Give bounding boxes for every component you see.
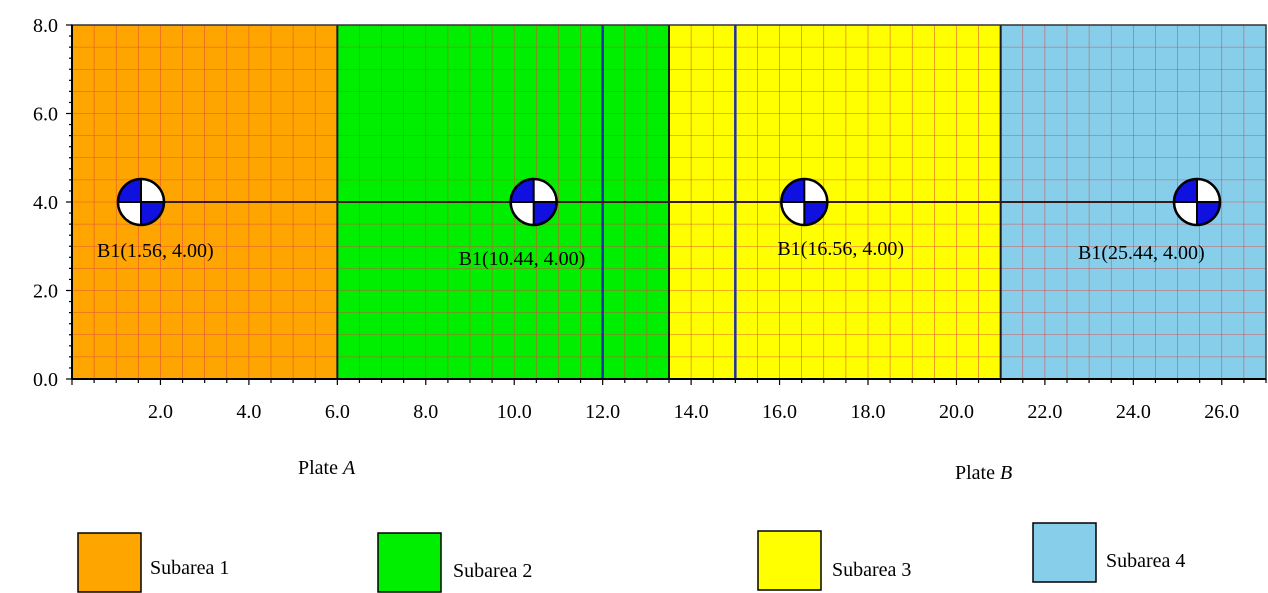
- point-marker: [1172, 177, 1222, 227]
- legend-swatch-subarea-3: [757, 530, 822, 591]
- y-tick-label: 2.0: [33, 281, 58, 303]
- x-tick-label: 14.0: [674, 401, 709, 423]
- legend-swatch-subarea-1: [77, 532, 142, 593]
- x-tick-label: 26.0: [1204, 401, 1239, 423]
- marker-quadrant: [140, 202, 164, 225]
- marker-quadrant: [510, 179, 534, 202]
- point-label: B1(25.44, 4.00): [1078, 242, 1205, 264]
- marker-quadrant: [781, 179, 805, 202]
- axes: 2.0 4.0 6.0 8.0 10.0 12.0 14.0 16.0 18.0 20.0 22.0…: [33, 15, 1267, 423]
- y-tick-label: 6.0: [33, 104, 58, 126]
- legend-swatch-subarea-4: [1032, 522, 1097, 583]
- plate-a-label: Plate A: [298, 457, 356, 479]
- legend-item-subarea-1: Subarea 1: [77, 532, 229, 593]
- marker-quadrant: [533, 202, 557, 225]
- y-tick-label: 8.0: [33, 15, 58, 37]
- x-tick-label: 2.0: [148, 401, 173, 423]
- points: B1(1.56, 4.00) B1(10.44, 4.00) B1(16.56, 4…: [97, 177, 1222, 270]
- x-tick-label: 16.0: [762, 401, 797, 423]
- plate-b-label: Plate B: [955, 462, 1012, 484]
- marker-quadrant: [1174, 179, 1198, 202]
- marker-quadrant: [804, 202, 828, 225]
- x-tick-label: 8.0: [413, 401, 438, 423]
- legend-label-subarea-2: Subarea 2: [453, 560, 532, 582]
- x-tick-label: 22.0: [1027, 401, 1062, 423]
- legend: Subarea 1 Subarea 2 Subarea 3 Subarea 4: [77, 522, 1185, 593]
- y-tick-label: 4.0: [33, 192, 58, 214]
- boundary-lines: [71, 24, 1267, 380]
- marker-quadrant: [117, 179, 141, 202]
- point-label: B1(1.56, 4.00): [97, 240, 214, 262]
- point-marker: [780, 177, 829, 227]
- legend-item-subarea-4: Subarea 4: [1032, 522, 1185, 583]
- legend-item-subarea-3: Subarea 3: [757, 530, 911, 591]
- legend-label-subarea-4: Subarea 4: [1106, 550, 1185, 572]
- point-marker: [509, 177, 558, 227]
- point-label: B1(10.44, 4.00): [459, 248, 586, 270]
- legend-label-subarea-1: Subarea 1: [150, 557, 229, 579]
- point-marker: [116, 177, 166, 227]
- x-tick-label: 20.0: [939, 401, 974, 423]
- x-tick-label: 10.0: [497, 401, 532, 423]
- y-tick-label: 0.0: [33, 369, 58, 391]
- x-tick-label: 24.0: [1116, 401, 1151, 423]
- point-label: B1(16.56, 4.00): [777, 238, 904, 260]
- legend-swatch-subarea-2: [377, 532, 442, 593]
- x-tick-label: 4.0: [236, 401, 261, 423]
- legend-item-subarea-2: Subarea 2: [377, 532, 532, 593]
- x-tick-label: 18.0: [851, 401, 886, 423]
- x-tick-label: 6.0: [325, 401, 350, 423]
- x-tick-label: 12.0: [585, 401, 620, 423]
- marker-quadrant: [1197, 202, 1221, 225]
- legend-label-subarea-3: Subarea 3: [832, 559, 911, 581]
